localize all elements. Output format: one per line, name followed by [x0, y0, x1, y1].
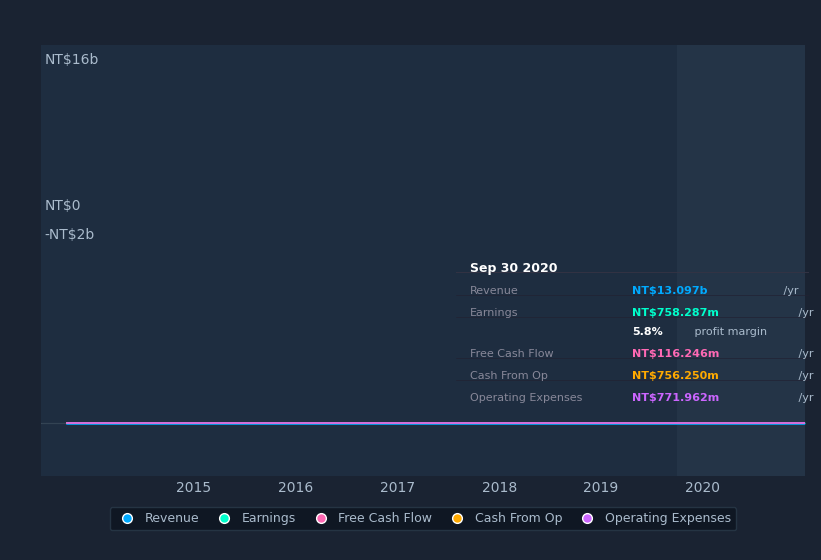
Text: /yr: /yr [796, 308, 814, 318]
Text: Earnings: Earnings [470, 308, 518, 318]
Text: Revenue: Revenue [470, 286, 519, 296]
Text: NT$16b: NT$16b [45, 53, 99, 67]
Text: Operating Expenses: Operating Expenses [470, 393, 582, 403]
Text: /yr: /yr [796, 371, 814, 381]
Text: /yr: /yr [781, 286, 799, 296]
Text: NT$116.246m: NT$116.246m [632, 349, 719, 358]
Text: Free Cash Flow: Free Cash Flow [470, 349, 553, 358]
Text: -NT$2b: -NT$2b [45, 227, 95, 241]
Text: 5.8%: 5.8% [632, 326, 663, 337]
Text: NT$756.250m: NT$756.250m [632, 371, 719, 381]
Text: NT$758.287m: NT$758.287m [632, 308, 719, 318]
Text: /yr: /yr [796, 393, 814, 403]
Text: NT$13.097b: NT$13.097b [632, 286, 708, 296]
Text: NT$771.962m: NT$771.962m [632, 393, 719, 403]
Text: /yr: /yr [796, 349, 814, 358]
Text: profit margin: profit margin [691, 326, 768, 337]
Text: NT$0: NT$0 [45, 199, 81, 213]
Bar [677, 45, 821, 476]
Legend: Revenue, Earnings, Free Cash Flow, Cash From Op, Operating Expenses: Revenue, Earnings, Free Cash Flow, Cash … [109, 507, 736, 530]
Text: Cash From Op: Cash From Op [470, 371, 548, 381]
Text: Sep 30 2020: Sep 30 2020 [470, 263, 557, 276]
